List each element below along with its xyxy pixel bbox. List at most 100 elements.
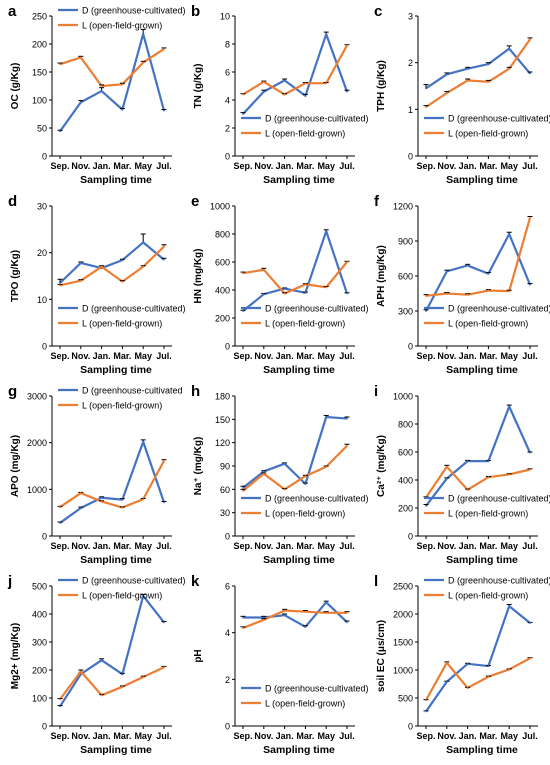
data-point: [466, 662, 469, 665]
y-axis-label: TPO (g/Kg): [10, 250, 21, 302]
data-point: [242, 486, 244, 489]
x-tick-label: Nov.: [437, 161, 456, 171]
data-point: [346, 90, 348, 93]
data-point: [346, 292, 348, 295]
data-point: [100, 659, 103, 662]
legend-label: L (open-field-grown): [82, 401, 162, 411]
y-tick-label: 600: [398, 448, 413, 458]
x-tick-label: Sep.: [50, 541, 69, 551]
legend-label: D (greenhouse-cultivated): [82, 6, 186, 16]
data-point: [346, 611, 348, 614]
series-line-L: [59, 460, 165, 509]
data-point: [425, 505, 427, 507]
series-line-D: [425, 405, 532, 507]
y-tick-label: 4: [225, 628, 230, 638]
data-point: [529, 72, 531, 75]
panel-letter: f: [374, 193, 380, 210]
y-tick-label: 1: [408, 105, 413, 115]
x-tick-label: Mar.: [113, 731, 131, 741]
panel-a: a 0 50 100 150 200 250 Sep. Nov. Jan. Mar. May Jul. O…: [8, 3, 186, 186]
y-tick-label: 1000: [393, 666, 413, 676]
data-point: [466, 488, 469, 491]
panel-l: l 0 500 1000 1500 2000 2500 Sep. Nov. Jan. Mar. May…: [374, 573, 550, 756]
data-point: [79, 507, 82, 509]
data-point: [100, 90, 103, 92]
series-line-L: [242, 609, 347, 630]
x-tick-label: Jul.: [156, 731, 172, 741]
y-tick-label: 400: [215, 286, 230, 296]
legend-label: D (greenhouse-cultivated): [448, 576, 550, 586]
data-point: [163, 501, 165, 504]
panel-letter: i: [374, 383, 378, 400]
x-tick-label: Mar.: [113, 351, 131, 361]
y-axis-label: TPH (g/Kg): [376, 60, 387, 112]
data-point: [466, 687, 469, 689]
data-point: [466, 460, 469, 462]
y-tick-label: 400: [32, 610, 47, 620]
x-tick-label: Sep.: [50, 351, 69, 361]
legend-label: L (open-field-grown): [265, 319, 345, 329]
data-point: [283, 488, 286, 491]
data-point: [262, 618, 265, 621]
y-tick-label: 0: [408, 152, 413, 162]
data-point: [100, 265, 103, 268]
data-point: [508, 290, 511, 293]
series-line-L: [242, 445, 348, 492]
data-point: [283, 292, 286, 295]
y-tick-label: 6: [225, 582, 230, 592]
x-tick-label: Mar.: [296, 541, 314, 551]
data-point: [325, 286, 328, 289]
x-tick-label: Nov.: [71, 731, 90, 741]
panel-letter: g: [8, 383, 17, 400]
data-point: [242, 616, 244, 619]
data-point: [346, 44, 348, 47]
data-point: [142, 498, 145, 501]
y-axis-label: Ca²⁺ (mg/Kg): [376, 435, 387, 497]
y-tick-label: 200: [32, 666, 47, 676]
data-point: [466, 79, 469, 82]
x-tick-label: Nov.: [437, 731, 456, 741]
x-tick-label: May: [317, 161, 335, 171]
data-point: [79, 492, 82, 494]
data-point: [325, 611, 328, 614]
data-point: [163, 245, 165, 248]
x-tick-label: Jul.: [339, 541, 355, 551]
series-line-D: [242, 230, 349, 312]
data-point: [325, 465, 328, 468]
y-tick-label: 150: [215, 415, 230, 425]
y-tick-label: 2: [408, 58, 413, 68]
legend-label: L (open-field-grown): [82, 591, 162, 601]
data-point: [79, 279, 82, 282]
x-tick-label: Sep.: [233, 541, 252, 551]
data-point: [304, 82, 307, 85]
data-point: [242, 627, 244, 629]
y-tick-label: 600: [398, 272, 413, 282]
x-tick-label: Nov.: [71, 351, 90, 361]
data-point: [445, 270, 448, 273]
data-point: [262, 293, 265, 296]
series-line-L: [59, 666, 165, 701]
series-line-L: [425, 217, 532, 297]
x-tick-label: May: [134, 731, 152, 741]
legend-label: D (greenhouse-cultivated): [265, 494, 369, 504]
x-tick-label: Jan.: [93, 161, 111, 171]
legend-label: L (open-field-grown): [265, 129, 345, 139]
x-axis-label: Sampling time: [80, 174, 152, 186]
data-point: [487, 665, 490, 667]
data-point: [487, 289, 490, 292]
x-tick-label: Sep.: [416, 351, 435, 361]
y-tick-label: 0: [408, 532, 413, 542]
data-point: [445, 92, 448, 94]
data-point: [262, 470, 265, 473]
x-tick-label: Jan.: [459, 161, 477, 171]
x-tick-label: May: [500, 731, 518, 741]
legend-label: D (greenhouse-cultivated): [448, 494, 550, 504]
legend-label: D (greenhouse-cultivated): [265, 684, 369, 694]
x-tick-label: Nov.: [254, 161, 273, 171]
legend-label: L (open-field-grown): [265, 509, 345, 519]
data-point: [163, 459, 165, 462]
data-point: [508, 233, 511, 235]
y-tick-label: 2500: [393, 582, 413, 592]
y-tick-label: 250: [32, 12, 47, 22]
